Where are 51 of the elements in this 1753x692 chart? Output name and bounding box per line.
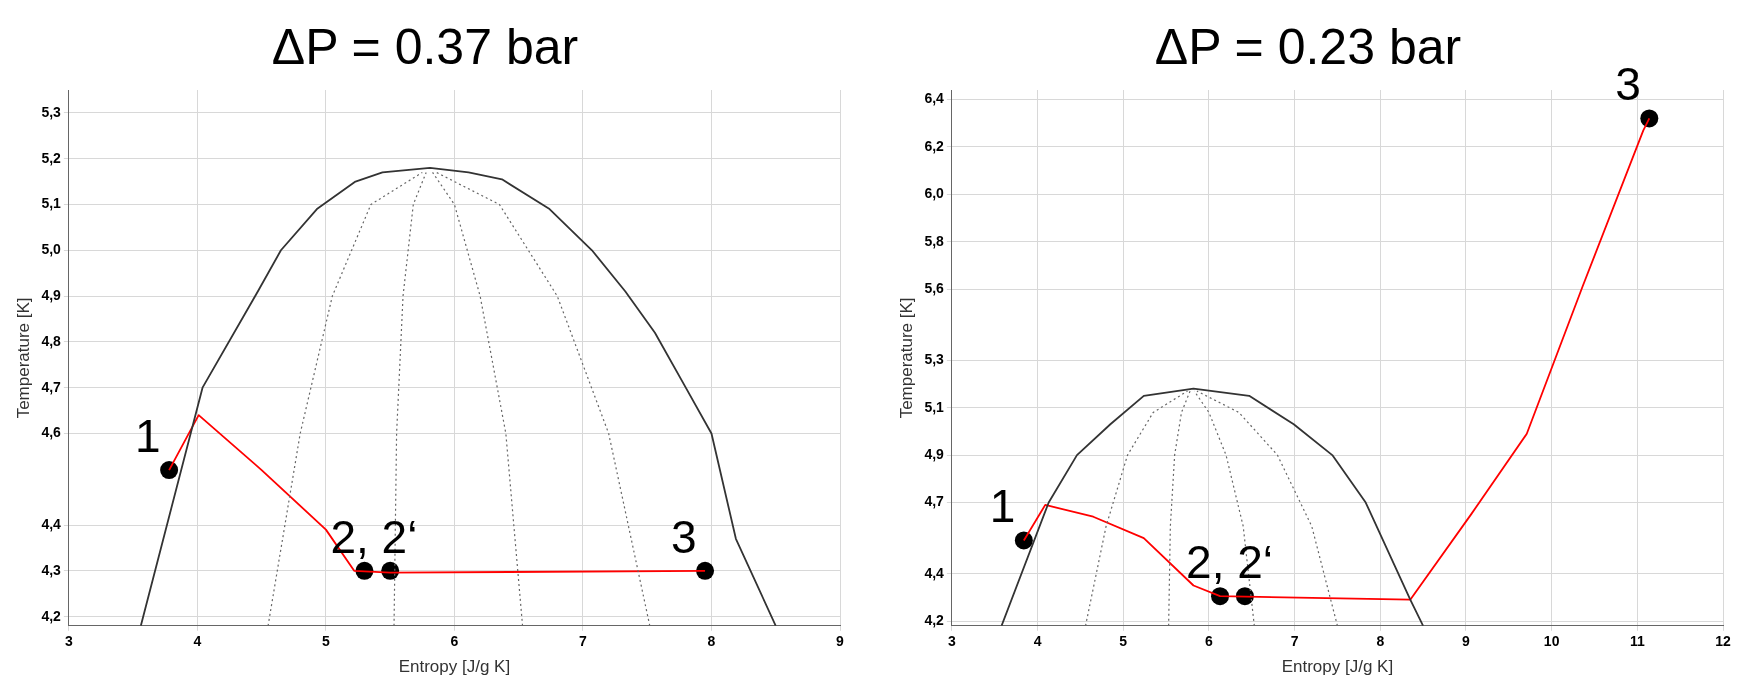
x-tick-label: 10 — [1543, 633, 1560, 650]
chart-title: ΔP = 0.37 bar — [271, 18, 579, 75]
annotation: 2, 2‘ — [330, 510, 418, 563]
annotation: 1 — [135, 409, 161, 462]
y-axis-title: Temperature [K] — [896, 297, 916, 419]
x-tick-label: 5 — [322, 633, 331, 650]
y-tick-label: 4,9 — [924, 445, 945, 462]
y-tick-label: 5,1 — [41, 195, 62, 212]
y-tick-label: 4,9 — [41, 286, 62, 303]
x-tick-label: 6 — [1205, 633, 1214, 650]
x-tick-label: 11 — [1629, 633, 1645, 650]
y-tick-label: 5,8 — [924, 232, 945, 249]
y-tick-label: 6,0 — [924, 185, 945, 202]
y-tick-label: 4,4 — [924, 564, 945, 581]
y-tick-label: 6,2 — [924, 137, 945, 154]
x-axis-title: Entropy [J/g K] — [1281, 657, 1394, 677]
y-tick-label: 4,7 — [41, 378, 62, 395]
y-tick-label: 6,4 — [924, 90, 945, 107]
y-tick-label: 4,4 — [41, 515, 62, 532]
y-tick-label: 4,3 — [41, 561, 62, 578]
y-tick-label: 5,0 — [41, 241, 62, 258]
x-tick-label: 4 — [1033, 633, 1042, 650]
y-tick-label: 4,6 — [41, 424, 62, 441]
y-tick-label: 5,6 — [924, 280, 945, 297]
x-tick-label: 12 — [1715, 633, 1731, 650]
y-axis-title: Temperature [K] — [13, 297, 33, 419]
x-tick-label: 3 — [64, 633, 73, 650]
annotation: 3 — [1615, 58, 1641, 111]
y-tick-label: 4,8 — [41, 332, 62, 349]
chart-title: ΔP = 0.23 bar — [1154, 18, 1462, 75]
y-tick-label: 5,1 — [924, 398, 945, 415]
x-tick-label: 9 — [1462, 633, 1471, 650]
annotation: 2, 2‘ — [1186, 535, 1273, 588]
x-tick-label: 8 — [707, 633, 716, 650]
x-tick-label: 5 — [1119, 633, 1128, 650]
annotation: 1 — [989, 480, 1016, 533]
x-tick-label: 3 — [947, 633, 956, 650]
y-tick-label: 4,2 — [924, 611, 945, 628]
y-tick-label: 4,7 — [924, 493, 945, 510]
y-tick-label: 5,3 — [41, 103, 62, 120]
x-tick-label: 4 — [193, 633, 202, 650]
y-tick-label: 5,2 — [41, 149, 62, 166]
x-axis-title: Entropy [J/g K] — [398, 657, 511, 677]
x-tick-label: 9 — [836, 633, 845, 650]
x-tick-label: 7 — [1290, 633, 1299, 650]
x-tick-label: 8 — [1376, 633, 1385, 650]
x-tick-label: 6 — [450, 633, 459, 650]
y-tick-label: 4,2 — [41, 607, 62, 624]
x-tick-label: 7 — [579, 633, 588, 650]
annotation: 3 — [671, 510, 697, 563]
y-tick-label: 5,3 — [924, 351, 945, 368]
